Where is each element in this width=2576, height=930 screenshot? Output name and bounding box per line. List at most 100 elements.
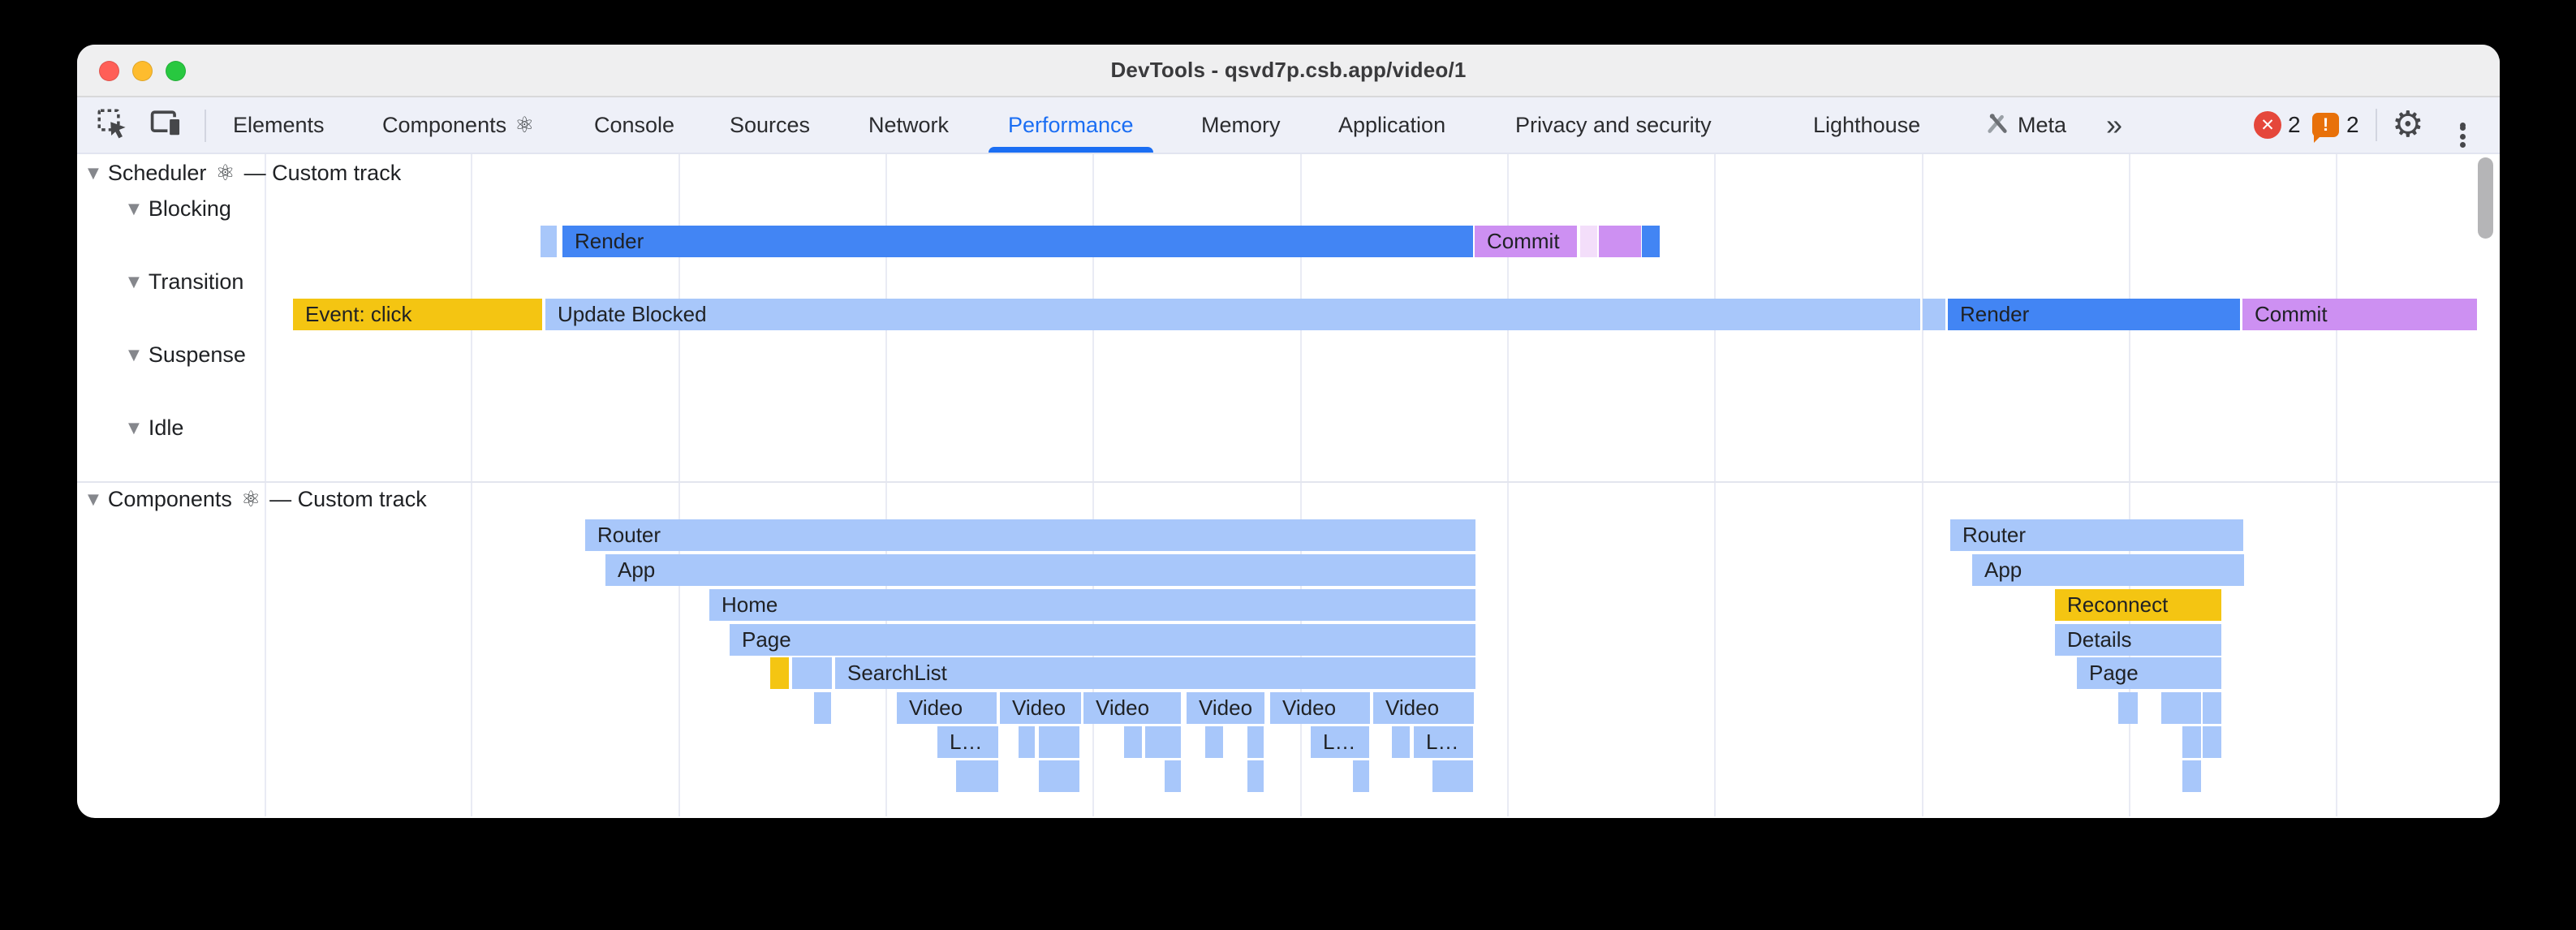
flame-bar-video[interactable]: Video xyxy=(1270,692,1370,724)
warning-badge[interactable]: ! xyxy=(2312,97,2339,153)
flame-bar-video[interactable]: Video xyxy=(1373,692,1474,724)
flame-bar[interactable] xyxy=(1165,760,1181,792)
collapse-triangle-icon[interactable]: ▼ xyxy=(88,164,99,182)
flame-bar[interactable] xyxy=(1247,726,1264,758)
flame-bar-render[interactable]: Render xyxy=(562,226,1473,257)
flame-bar[interactable] xyxy=(2161,692,2201,724)
flame-bar-l[interactable]: L… xyxy=(1311,726,1369,758)
flame-bar[interactable] xyxy=(1019,726,1035,758)
flame-bar[interactable] xyxy=(770,657,789,689)
flame-bar-video[interactable]: Video xyxy=(1083,692,1181,724)
flame-bar-video[interactable]: Video xyxy=(1000,692,1081,724)
gridline xyxy=(678,154,680,816)
flame-bar[interactable] xyxy=(1599,226,1641,257)
flame-bar[interactable] xyxy=(1432,760,1473,792)
flame-bar-render[interactable]: Render xyxy=(1948,299,2240,330)
tab-label: Elements xyxy=(233,112,325,137)
lane-label-text: Suspense xyxy=(148,342,246,367)
flame-bar-reconnect[interactable]: Reconnect xyxy=(2055,589,2221,621)
title-bar: DevTools - qsvd7p.csb.app/video/1 xyxy=(77,45,2500,97)
flame-bar-app[interactable]: App xyxy=(1972,554,2244,586)
tab-console[interactable]: Console xyxy=(594,97,674,153)
flame-bar[interactable] xyxy=(2182,726,2201,758)
tab-components[interactable]: Components ⚛ xyxy=(382,97,534,153)
tab-application[interactable]: Application xyxy=(1338,97,1445,153)
gridline xyxy=(885,154,887,816)
flame-bar-home[interactable]: Home xyxy=(709,589,1475,621)
flame-bar[interactable] xyxy=(2182,760,2201,792)
collapse-triangle-icon[interactable]: ▼ xyxy=(128,346,140,364)
flame-chart[interactable]: ▼ Scheduler ⚛ — Custom track ▼ Blocking ▼ Trans… xyxy=(77,154,2500,816)
tab-network[interactable]: Network xyxy=(868,97,949,153)
flame-bar[interactable] xyxy=(1923,299,1945,330)
tab-meta[interactable]: Meta xyxy=(1985,97,2066,153)
collapse-triangle-icon[interactable]: ▼ xyxy=(128,273,140,291)
flame-bar-router[interactable]: Router xyxy=(585,519,1475,551)
gridline xyxy=(471,154,472,816)
tab-performance[interactable]: Performance xyxy=(989,97,1153,153)
flame-bar[interactable] xyxy=(814,692,831,724)
settings-button[interactable]: ⚙ xyxy=(2392,97,2423,153)
flame-bar-commit[interactable]: Commit xyxy=(2242,299,2477,330)
tab-label: Memory xyxy=(1201,112,1281,137)
flame-bar[interactable] xyxy=(1145,726,1181,758)
flame-bar[interactable] xyxy=(2118,692,2138,724)
flame-bar-details[interactable]: Details xyxy=(2055,624,2221,656)
lane-suspense[interactable]: ▼ Suspense xyxy=(128,340,246,369)
flame-bar-update-blocked[interactable]: Update Blocked xyxy=(545,299,1920,330)
lane-transition[interactable]: ▼ Transition xyxy=(128,267,243,296)
flame-bar-page[interactable]: Page xyxy=(2077,657,2221,689)
collapse-triangle-icon[interactable]: ▼ xyxy=(128,419,140,437)
flame-bar[interactable] xyxy=(1039,760,1079,792)
track-header-components[interactable]: ▼ Components ⚛ — Custom track xyxy=(88,484,427,514)
zoom-button[interactable] xyxy=(166,61,186,81)
flame-bar-router[interactable]: Router xyxy=(1950,519,2243,551)
menu-button[interactable] xyxy=(2460,97,2466,153)
flame-bar[interactable] xyxy=(2203,726,2221,758)
tab-memory[interactable]: Memory xyxy=(1201,97,1281,153)
vertical-scrollbar-thumb[interactable] xyxy=(2478,157,2493,239)
lane-blocking[interactable]: ▼ Blocking xyxy=(128,194,231,223)
flame-bar[interactable] xyxy=(541,226,557,257)
collapse-triangle-icon[interactable]: ▼ xyxy=(88,490,99,508)
flame-bar[interactable] xyxy=(1247,760,1264,792)
gridline xyxy=(265,154,266,816)
inspect-element-icon[interactable] xyxy=(95,106,129,144)
tab-elements[interactable]: Elements xyxy=(233,97,325,153)
close-button[interactable] xyxy=(99,61,119,81)
tab-privacy-and-security[interactable]: Privacy and security xyxy=(1515,97,1712,153)
flame-bar[interactable] xyxy=(792,657,832,689)
flame-bar-video[interactable]: Video xyxy=(897,692,997,724)
minimize-button[interactable] xyxy=(132,61,153,81)
flame-bar-video[interactable]: Video xyxy=(1187,692,1264,724)
flame-bar[interactable] xyxy=(1124,726,1142,758)
tab-label: Sources xyxy=(730,112,811,137)
flame-bar-page[interactable]: Page xyxy=(730,624,1475,656)
flame-bar-searchlist[interactable]: SearchList xyxy=(835,657,1475,689)
flame-bar-l[interactable]: L… xyxy=(937,726,998,758)
flame-bar-l[interactable]: L… xyxy=(1414,726,1473,758)
more-tabs-button[interactable]: » xyxy=(2106,108,2123,141)
gridline xyxy=(1507,154,1509,816)
device-toolbar-icon[interactable] xyxy=(149,105,184,145)
error-badge[interactable]: ✕ xyxy=(2254,97,2281,153)
tab-sources[interactable]: Sources xyxy=(730,97,810,153)
tab-label: Meta xyxy=(2018,112,2067,137)
flame-bar[interactable] xyxy=(956,760,998,792)
flame-bar-commit[interactable]: Commit xyxy=(1475,226,1577,257)
flame-bar[interactable] xyxy=(1580,226,1597,257)
flame-bar[interactable] xyxy=(1039,726,1079,758)
tab-lighthouse[interactable]: Lighthouse xyxy=(1813,97,1920,153)
flame-bar-event-click[interactable]: Event: click xyxy=(293,299,542,330)
flame-bar[interactable] xyxy=(2203,692,2221,724)
lane-idle[interactable]: ▼ Idle xyxy=(128,413,183,442)
flame-bar[interactable] xyxy=(1205,726,1223,758)
flame-bar-app[interactable]: App xyxy=(605,554,1475,586)
flame-bar[interactable] xyxy=(1392,726,1410,758)
track-header-scheduler[interactable]: ▼ Scheduler ⚛ — Custom track xyxy=(88,158,401,187)
collapse-triangle-icon[interactable]: ▼ xyxy=(128,200,140,217)
flame-bar[interactable] xyxy=(1642,226,1660,257)
lane-label-text: Blocking xyxy=(148,196,231,221)
flame-bar[interactable] xyxy=(1353,760,1369,792)
warning-icon: ! xyxy=(2312,113,2339,143)
